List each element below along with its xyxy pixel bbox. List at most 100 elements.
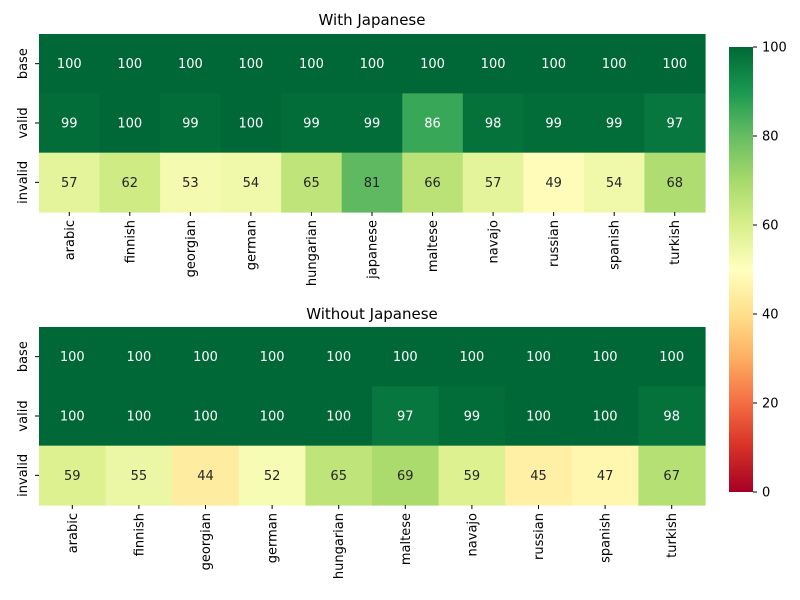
cell-value-label: 45 [530, 469, 547, 484]
cell-value-label: 52 [264, 469, 281, 484]
heatmap-cell [238, 386, 306, 447]
heatmap-cell [238, 327, 306, 387]
heatmap-cell [341, 152, 403, 213]
heatmap-cell [438, 445, 506, 506]
heatmap-cell [505, 386, 573, 447]
colorbar-tick-label: 80 [762, 130, 779, 145]
column-label: navajo [487, 220, 502, 263]
cell-value-label: 57 [61, 176, 78, 191]
heatmap-cell [281, 152, 343, 213]
column-label: navajo [465, 513, 480, 556]
heatmap-cell [172, 445, 240, 506]
cell-value-label: 99 [182, 117, 199, 132]
cell-value-label: 100 [260, 410, 285, 425]
cell-value-label: 100 [117, 117, 142, 132]
row-label: invalid [16, 454, 31, 497]
column-label: maltese [426, 220, 441, 272]
cell-value-label: 98 [663, 410, 680, 425]
cell-value-label: 81 [364, 176, 381, 191]
heatmap-cell [105, 386, 173, 447]
heatmap-cell [438, 327, 506, 387]
cell-value-label: 100 [238, 57, 263, 72]
row-label: valid [16, 107, 31, 138]
cell-value-label: 100 [57, 57, 82, 72]
row-label: invalid [16, 161, 31, 204]
cell-value-label: 44 [197, 469, 214, 484]
cell-value-label: 99 [606, 117, 623, 132]
heatmap-cell [644, 93, 706, 154]
cell-value-label: 100 [526, 350, 551, 365]
cell-value-label: 100 [126, 410, 151, 425]
heatmap-cell [238, 445, 306, 506]
colorbar-tick-label: 0 [762, 486, 770, 501]
cell-value-label: 54 [243, 176, 260, 191]
heatmap-cell [341, 34, 403, 94]
cell-value-label: 57 [485, 176, 502, 191]
cell-value-label: 100 [299, 57, 324, 72]
heatmap-cell [281, 93, 343, 154]
heatmap-cell [39, 93, 101, 154]
heatmap-cell [160, 93, 222, 154]
heatmap-cell [644, 34, 706, 94]
cell-value-label: 100 [541, 57, 566, 72]
heatmap-cell [402, 152, 464, 213]
cell-value-label: 98 [485, 117, 502, 132]
cell-value-label: 100 [526, 410, 551, 425]
cell-value-label: 99 [464, 410, 481, 425]
cell-value-label: 100 [360, 57, 385, 72]
heatmap-cell [638, 386, 706, 447]
heatmap-cell [99, 34, 161, 94]
heatmap-cell [571, 386, 639, 447]
cell-value-label: 100 [178, 57, 203, 72]
row-label: valid [16, 400, 31, 431]
cell-value-label: 49 [545, 176, 562, 191]
heatmap-cell [571, 327, 639, 387]
cell-value-label: 100 [260, 350, 285, 365]
cell-value-label: 97 [397, 410, 414, 425]
cell-value-label: 100 [393, 350, 418, 365]
colorbar-tick-label: 60 [762, 219, 779, 234]
cell-value-label: 100 [126, 350, 151, 365]
cell-value-label: 100 [459, 350, 484, 365]
column-label: turkish [665, 513, 680, 558]
cell-value-label: 100 [659, 350, 684, 365]
heatmap-cell [220, 34, 282, 94]
cell-value-label: 55 [131, 469, 148, 484]
cell-value-label: 100 [602, 57, 627, 72]
cell-value-label: 100 [193, 410, 218, 425]
heatmap-cell [39, 152, 101, 213]
column-label: maltese [399, 513, 414, 565]
cell-value-label: 54 [606, 176, 623, 191]
cell-value-label: 53 [182, 176, 199, 191]
cell-value-label: 59 [64, 469, 81, 484]
colorbar-tick-label: 20 [762, 397, 779, 412]
cell-value-label: 100 [326, 410, 351, 425]
cell-value-label: 66 [424, 176, 441, 191]
row-label: base [16, 341, 31, 372]
heatmap-cell [638, 445, 706, 506]
cell-value-label: 59 [464, 469, 481, 484]
column-label: russian [532, 513, 547, 560]
heatmap-cell [39, 327, 107, 387]
cell-value-label: 100 [593, 410, 618, 425]
column-label: georgian [184, 220, 199, 277]
column-label: russian [547, 220, 562, 267]
heatmap-cell [39, 34, 101, 94]
heatmap-cell [305, 327, 373, 387]
heatmap-cell [305, 386, 373, 447]
column-label: finnish [123, 220, 138, 263]
cell-value-label: 62 [122, 176, 139, 191]
heatmap-cell [220, 93, 282, 154]
heatmap-cell [160, 34, 222, 94]
colorbar-tick-label: 40 [762, 308, 779, 323]
cell-value-label: 99 [303, 117, 320, 132]
heatmap-cell [372, 327, 440, 387]
column-label: spanish [599, 513, 614, 563]
cell-value-label: 100 [593, 350, 618, 365]
heatmap-cell [160, 152, 222, 213]
heatmap-cell [523, 93, 585, 154]
cell-value-label: 100 [326, 350, 351, 365]
heatmap-cell [172, 386, 240, 447]
heatmap-without-japanese: Without Japanese 100 100 100 100 100 100 100 10… [16, 305, 706, 579]
